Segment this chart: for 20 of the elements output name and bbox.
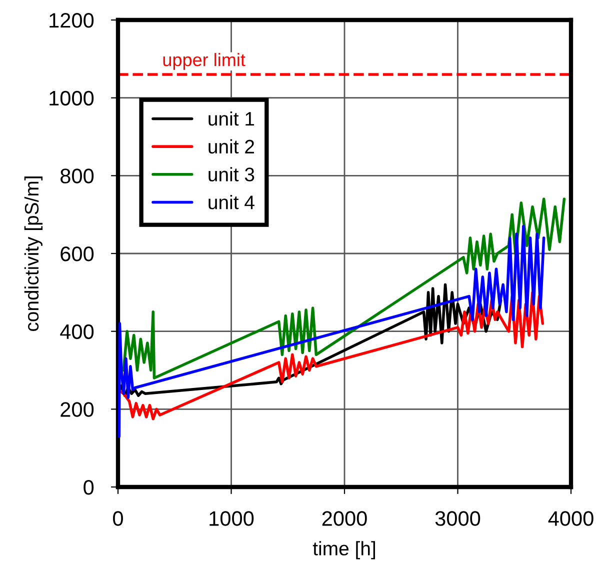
x-tick-label: 4000 [548,511,594,526]
legend-label: unit 4 [208,194,254,210]
x-axis-title: time [h] [312,541,375,560]
x-tick-label: 1000 [210,511,254,526]
y-tick-label: 600 [60,246,94,262]
x-tick-label: 3000 [435,511,480,526]
y-tick-label: 1200 [50,13,94,28]
y-tick-label: 1000 [50,90,94,106]
y-tick-label: 0 [84,480,94,495]
ref-line-label: upper limit [163,52,246,70]
legend-label: unit 3 [208,167,254,182]
x-tick-label: 0 [113,511,123,526]
y-tick-label: 200 [60,402,94,417]
y-tick-label: 800 [60,168,94,184]
y-tick-label: 400 [60,324,94,340]
x-tick-label: 2000 [322,511,367,526]
line-series [118,224,546,438]
y-axis-title: condictivity [pS/m] [24,176,42,332]
legend-label: unit 2 [208,139,254,154]
legend-label: unit 1 [208,111,254,126]
